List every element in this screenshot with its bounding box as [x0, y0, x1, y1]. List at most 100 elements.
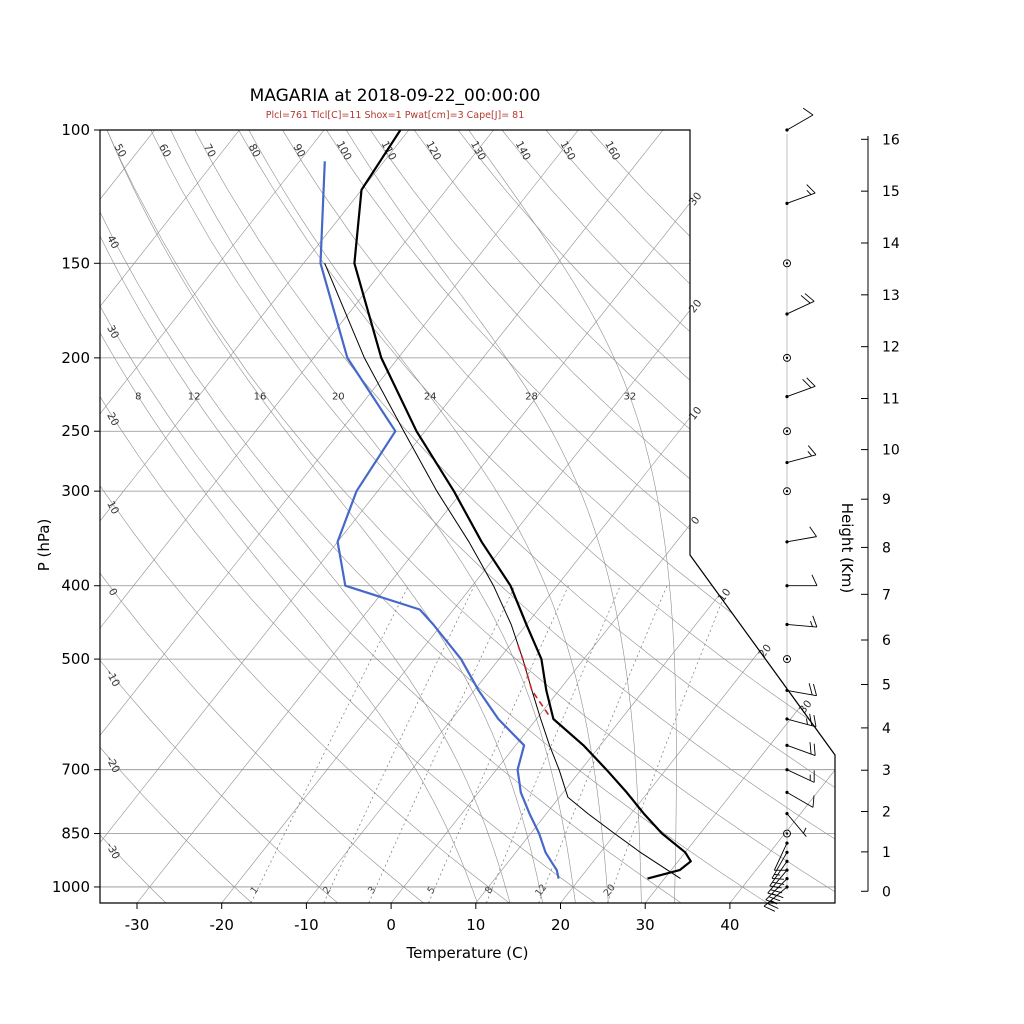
wind-barb — [785, 713, 817, 728]
svg-text:140: 140 — [513, 139, 533, 162]
svg-text:160: 160 — [602, 139, 622, 162]
svg-text:10: 10 — [104, 499, 121, 516]
svg-text:20: 20 — [602, 882, 618, 898]
wind-barb — [785, 812, 807, 837]
wind-barb — [785, 107, 814, 132]
wind-barb — [783, 353, 791, 362]
svg-text:-10: -10 — [103, 668, 122, 689]
cape-parcel-segment — [517, 645, 550, 716]
y-axis-label-height: Height (Km) — [838, 502, 856, 594]
svg-text:1000: 1000 — [52, 878, 90, 896]
svg-text:0: 0 — [106, 586, 120, 598]
svg-text:9: 9 — [882, 492, 891, 508]
chart-subtitle: Plcl=761 Tlcl[C]=11 Shox=1 Pwat[cm]=3 Ca… — [265, 110, 525, 121]
wind-barb — [783, 427, 791, 436]
svg-text:8: 8 — [135, 392, 141, 403]
svg-text:80: 80 — [246, 142, 263, 159]
svg-text:12: 12 — [882, 340, 900, 356]
dewpoint-line — [319, 161, 560, 879]
svg-text:850: 850 — [61, 825, 90, 843]
svg-text:11: 11 — [882, 392, 900, 408]
svg-text:50: 50 — [111, 142, 128, 159]
wind-barb — [785, 768, 815, 783]
svg-text:-20: -20 — [209, 916, 234, 934]
svg-text:2: 2 — [321, 885, 333, 897]
svg-text:12: 12 — [533, 882, 549, 898]
svg-text:60: 60 — [156, 142, 173, 159]
svg-text:40: 40 — [104, 233, 121, 250]
svg-text:1: 1 — [882, 845, 891, 861]
svg-text:-30: -30 — [103, 841, 122, 862]
svg-text:3: 3 — [882, 763, 891, 779]
svg-text:16: 16 — [882, 132, 900, 148]
svg-text:3: 3 — [366, 885, 378, 897]
svg-text:0: 0 — [689, 514, 703, 527]
svg-text:0: 0 — [882, 884, 891, 900]
svg-text:40: 40 — [720, 916, 739, 934]
svg-text:6: 6 — [882, 633, 891, 649]
wind-barb — [785, 790, 815, 808]
wind-barb — [785, 574, 818, 588]
wind-barb — [771, 850, 789, 880]
wind-barb — [785, 184, 816, 205]
wind-barb — [785, 445, 817, 465]
svg-text:120: 120 — [423, 139, 443, 162]
wind-barb — [783, 487, 791, 496]
svg-text:-20: -20 — [103, 754, 122, 775]
svg-text:300: 300 — [61, 482, 90, 500]
wind-barb — [785, 683, 817, 697]
wind-barb — [765, 877, 789, 905]
svg-text:16: 16 — [254, 392, 267, 403]
svg-text:20: 20 — [332, 392, 345, 403]
wind-barb — [785, 615, 818, 628]
svg-text:90: 90 — [290, 142, 307, 159]
sounding-profiles — [319, 130, 692, 880]
svg-text:-10: -10 — [294, 916, 319, 934]
svg-text:20: 20 — [104, 411, 121, 428]
svg-text:30: 30 — [104, 323, 121, 340]
svg-text:500: 500 — [61, 650, 90, 668]
plot-border — [99, 129, 836, 904]
svg-text:10: 10 — [882, 443, 900, 459]
svg-text:10: 10 — [466, 916, 485, 934]
svg-text:24: 24 — [424, 392, 437, 403]
svg-text:150: 150 — [61, 254, 90, 272]
svg-text:30: 30 — [636, 916, 655, 934]
svg-text:700: 700 — [61, 761, 90, 779]
svg-text:200: 200 — [61, 349, 90, 367]
wind-barb — [783, 259, 791, 268]
svg-text:8: 8 — [882, 540, 891, 556]
x-axis-label: Temperature (C) — [406, 944, 529, 962]
wind-barb — [769, 859, 789, 889]
svg-text:7: 7 — [882, 587, 891, 603]
wind-barb — [783, 655, 791, 664]
svg-text:70: 70 — [201, 142, 218, 159]
svg-text:13: 13 — [882, 288, 900, 304]
svg-text:2: 2 — [882, 805, 891, 821]
svg-text:12: 12 — [188, 392, 201, 403]
svg-text:150: 150 — [557, 139, 577, 162]
svg-text:5: 5 — [425, 885, 437, 897]
wind-barb — [773, 841, 789, 871]
svg-text:20: 20 — [551, 916, 570, 934]
svg-text:400: 400 — [61, 577, 90, 595]
svg-text:100: 100 — [61, 121, 90, 139]
chart-title: MAGARIA at 2018-09-22_00:00:00 — [249, 86, 541, 106]
wind-barb — [767, 868, 789, 897]
wind-barb — [785, 742, 816, 757]
svg-text:5: 5 — [882, 678, 891, 694]
temperature-line — [353, 130, 692, 880]
wind-barb — [785, 377, 816, 399]
svg-text:0: 0 — [386, 916, 396, 934]
svg-text:100: 100 — [334, 139, 354, 162]
svg-text:15: 15 — [882, 184, 900, 200]
y-axis-label-pressure: P (hPa) — [35, 518, 53, 572]
svg-text:8: 8 — [483, 885, 495, 897]
wind-barb — [785, 293, 815, 316]
parcel-trace-line — [324, 263, 681, 880]
svg-text:32: 32 — [624, 392, 637, 403]
